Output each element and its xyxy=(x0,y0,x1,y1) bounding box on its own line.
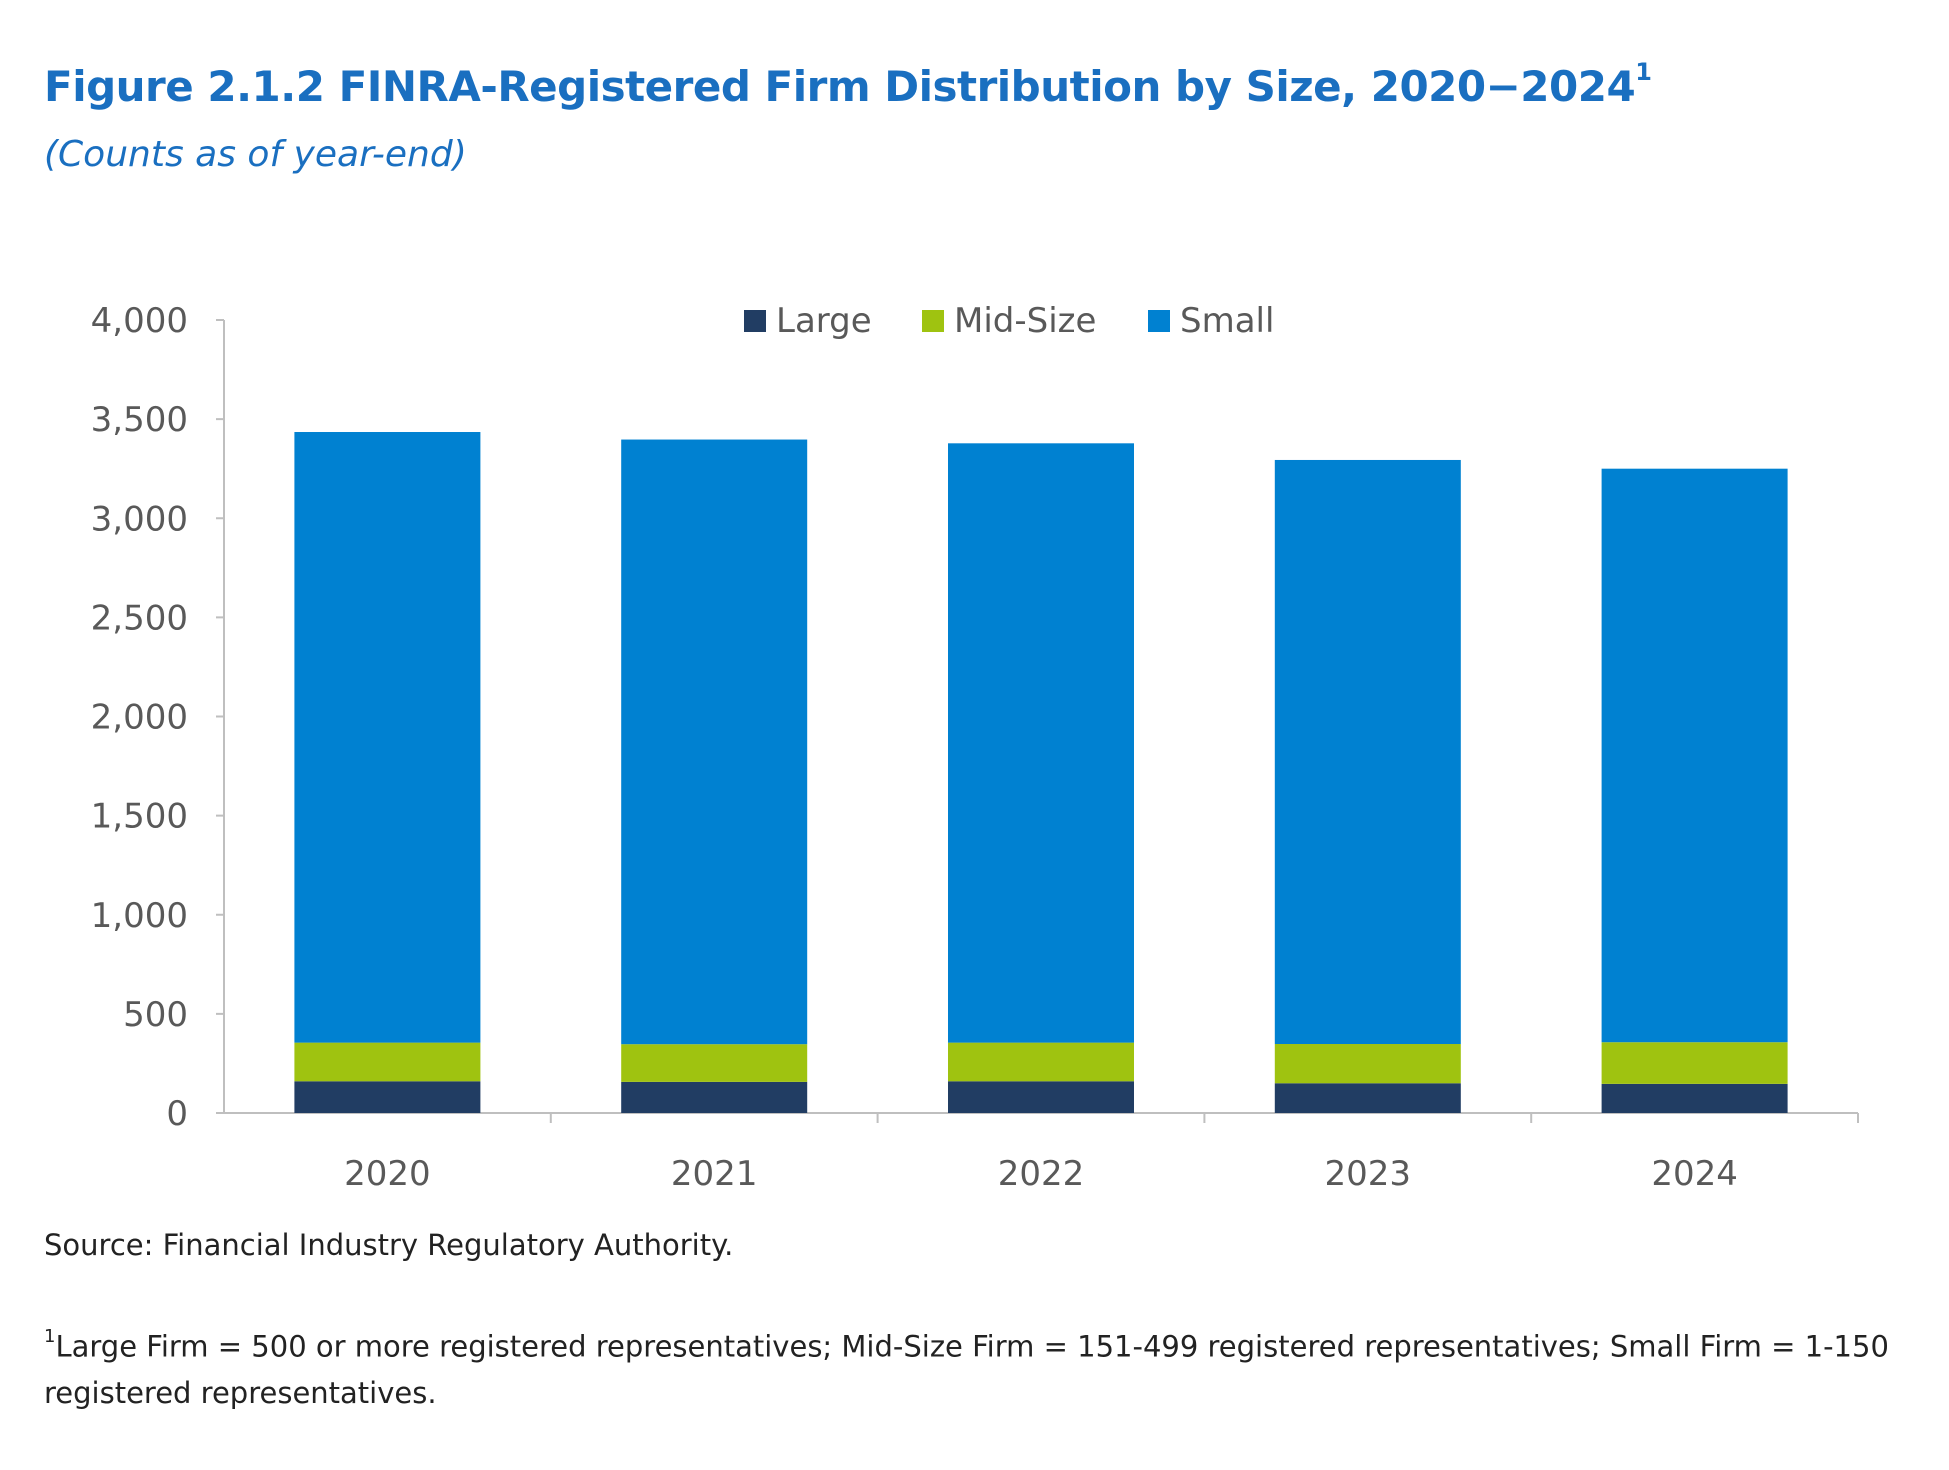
x-tick-label: 2021 xyxy=(671,1154,758,1194)
bar-small-2022 xyxy=(948,443,1134,1043)
legend-swatch-large xyxy=(744,310,766,332)
legend-swatch-mid-size xyxy=(922,310,944,332)
bar-small-2021 xyxy=(621,439,808,1045)
bar-small-2023 xyxy=(1274,459,1461,1045)
y-tick-label: 4,000 xyxy=(91,301,188,341)
footnote-marker: 1 xyxy=(44,1326,56,1347)
bar-large-2024 xyxy=(1601,1083,1788,1113)
bar-mid-size-2023 xyxy=(1274,1044,1461,1084)
x-tick-label: 2022 xyxy=(998,1154,1085,1194)
legend-label-small: Small xyxy=(1180,301,1274,341)
x-tick-label: 2024 xyxy=(1651,1154,1738,1194)
bar-large-2021 xyxy=(621,1081,808,1113)
y-tick-label: 1,500 xyxy=(91,797,188,837)
bar-mid-size-2021 xyxy=(621,1044,808,1082)
title-footnote-marker: 1 xyxy=(1635,58,1652,86)
footnote-text: Large Firm = 500 or more registered repr… xyxy=(44,1329,1889,1410)
y-tick-label: 1,000 xyxy=(91,896,188,936)
y-tick-label: 2,500 xyxy=(91,598,188,638)
x-tick-label: 2023 xyxy=(1325,1154,1412,1194)
y-tick-label: 0 xyxy=(166,1094,188,1134)
figure-subtitle: (Counts as of year-end) xyxy=(44,134,467,175)
bar-large-2020 xyxy=(294,1081,481,1113)
y-tick-label: 3,500 xyxy=(91,400,188,440)
y-tick-label: 2,000 xyxy=(91,698,188,738)
bar-mid-size-2024 xyxy=(1601,1042,1788,1084)
source-note: Source: Financial Industry Regulatory Au… xyxy=(44,1228,734,1262)
legend-label-large: Large xyxy=(776,301,872,341)
legend-label-mid-size: Mid-Size xyxy=(954,301,1096,341)
stacked-bar-chart: 0 500 1,000 1,500 2,000 2,500 3,000 3,500 4,000 2… xyxy=(91,301,1859,1194)
x-tick-label: 2020 xyxy=(344,1154,431,1194)
figure-title-text: Figure 2.1.2 FINRA-Registered Firm Distr… xyxy=(44,62,1636,111)
bar-large-2022 xyxy=(948,1081,1134,1113)
bar-small-2020 xyxy=(294,432,481,1043)
bar-large-2023 xyxy=(1274,1083,1461,1113)
figure-title: Figure 2.1.2 FINRA-Registered Firm Distr… xyxy=(44,58,1652,111)
y-tick-label: 500 xyxy=(123,995,188,1035)
bar-small-2024 xyxy=(1601,468,1788,1043)
bar-mid-size-2022 xyxy=(948,1042,1134,1082)
footnote: 1Large Firm = 500 or more registered rep… xyxy=(44,1318,1914,1416)
bar-mid-size-2020 xyxy=(294,1042,481,1082)
legend-swatch-small xyxy=(1148,310,1170,332)
y-tick-label: 3,000 xyxy=(91,499,188,539)
